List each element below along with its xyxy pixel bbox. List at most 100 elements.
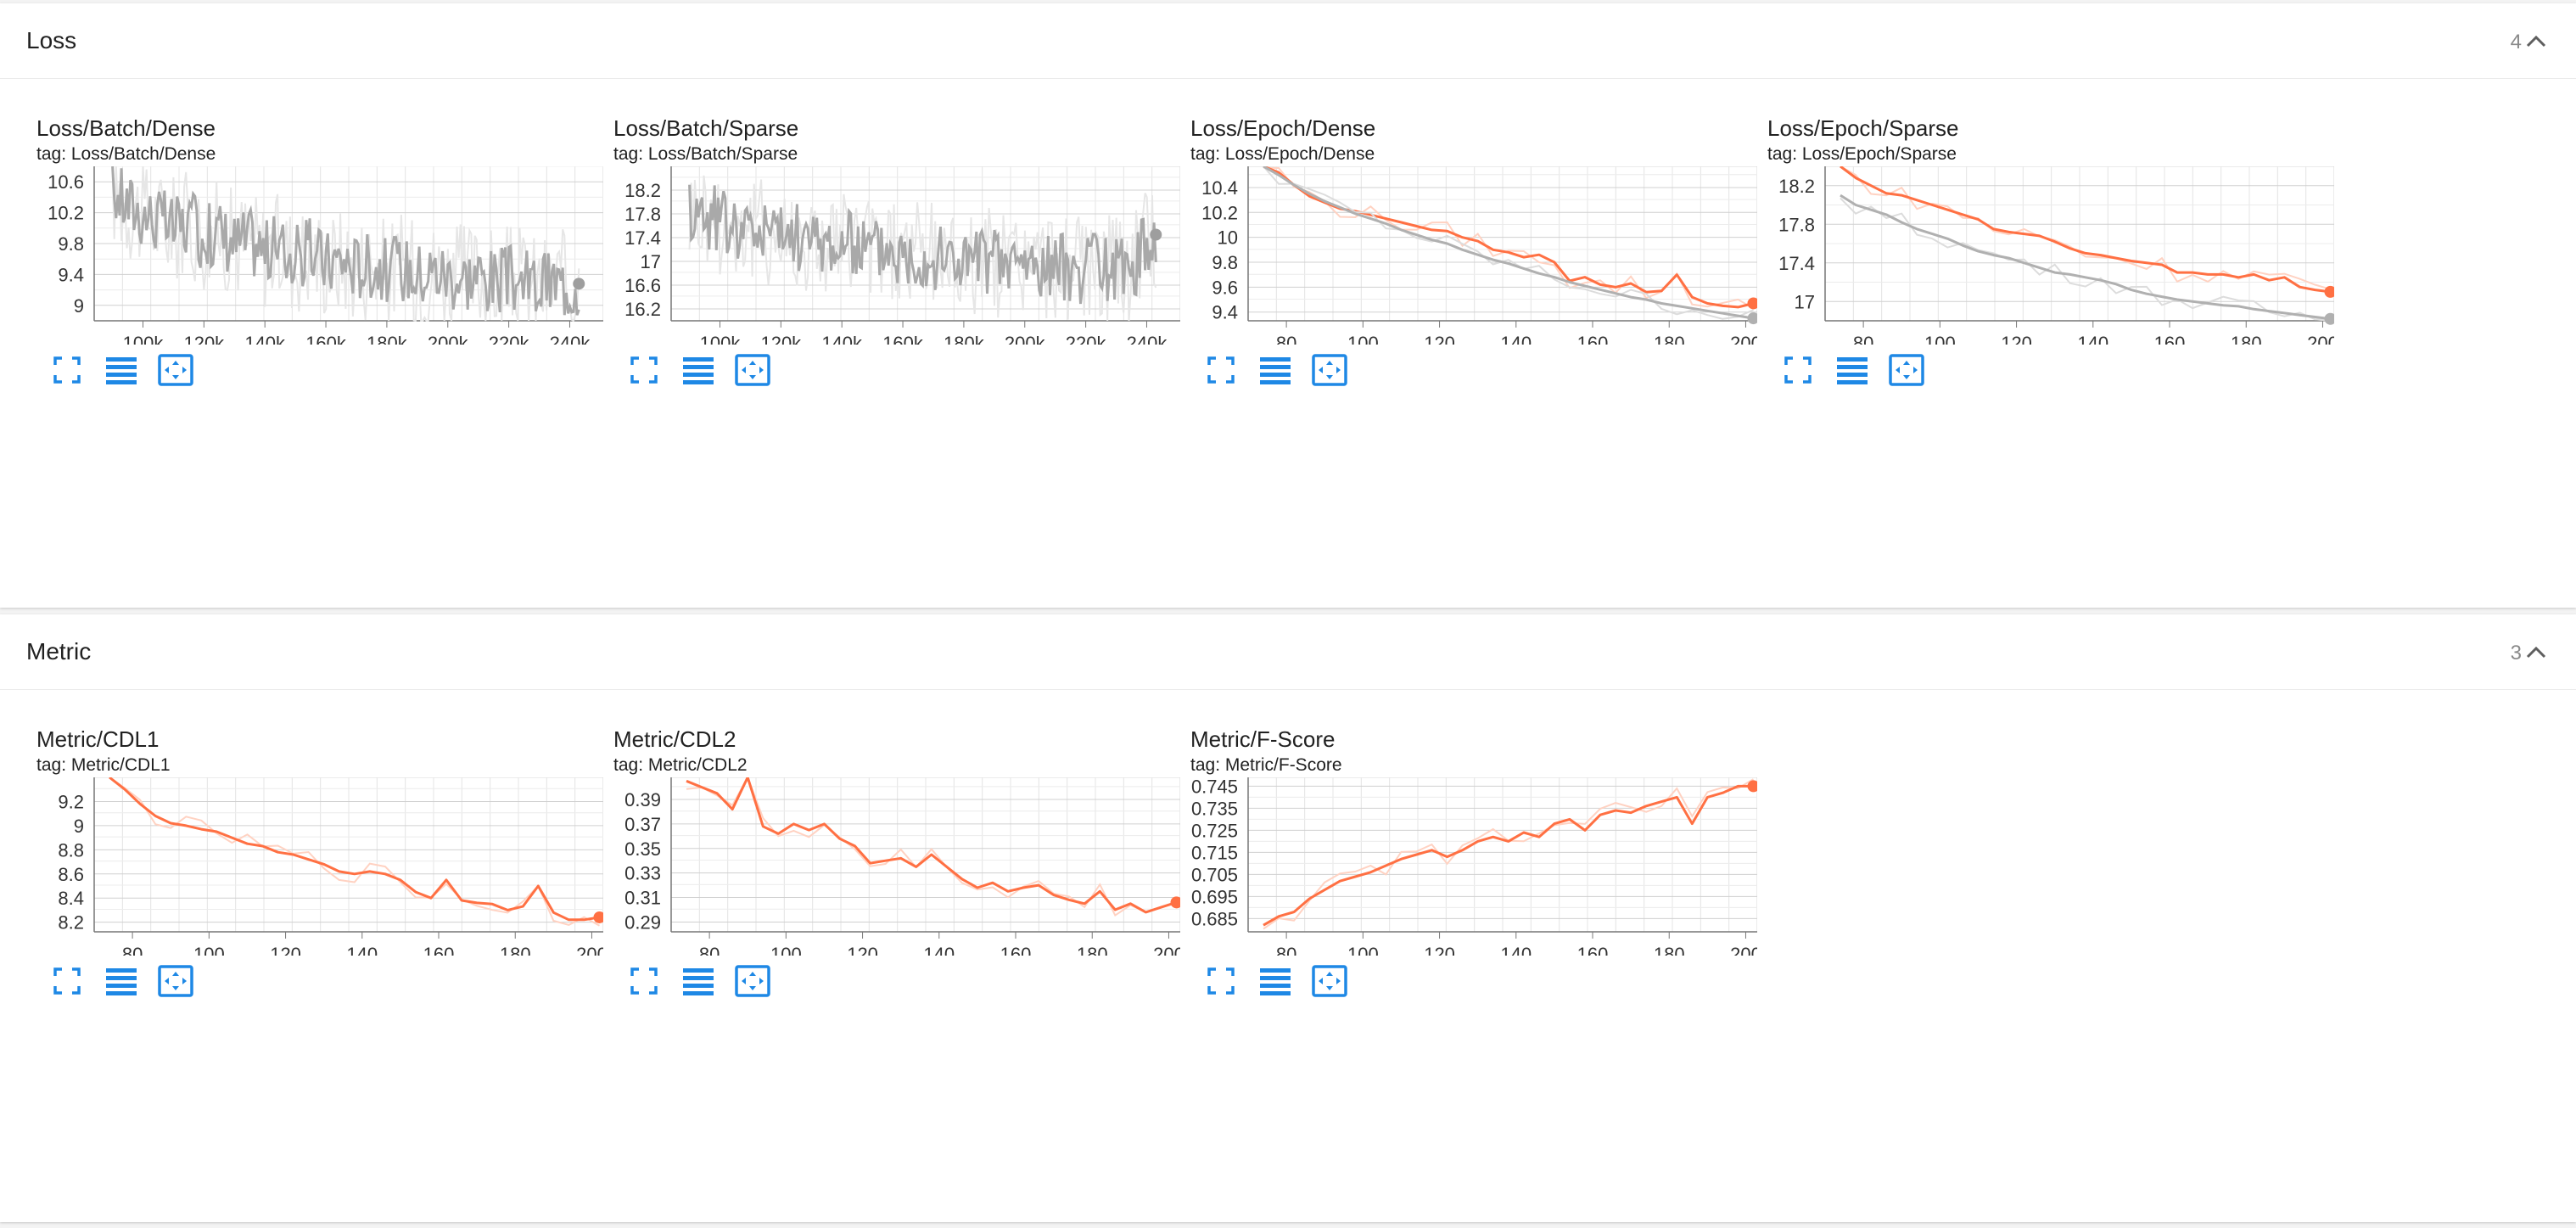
y-tick-label: 0.715: [1191, 842, 1238, 863]
y-tick-label: 18.2: [1778, 176, 1815, 197]
card-tag: tag: Loss/Epoch/Dense: [1190, 144, 1375, 164]
x-tick-label: 140: [1500, 333, 1532, 345]
series-end-dot: [2324, 312, 2334, 325]
chart[interactable]: 0.39 0.37 0.35 0.33 0.310.29 80 100 120 140 160 18…: [603, 777, 1180, 956]
fullscreen-icon[interactable]: [48, 962, 86, 1000]
list-icon[interactable]: [680, 351, 717, 389]
y-tick-label: 17.4: [1778, 253, 1815, 274]
y-tick-label: 10.4: [1201, 177, 1238, 199]
fit-domain-icon[interactable]: [1311, 351, 1348, 389]
x-tick-label: 200: [1730, 333, 1757, 345]
x-tick-label: 200: [1730, 944, 1757, 956]
x-tick-label: 220k: [1066, 333, 1107, 345]
y-tick-label: 9: [74, 816, 84, 837]
chevron-up-icon[interactable]: [2525, 643, 2547, 660]
y-tick-label: 0.31: [624, 888, 661, 909]
fullscreen-icon[interactable]: [1202, 351, 1240, 389]
fullscreen-icon[interactable]: [625, 962, 663, 1000]
y-tick-label: 17.4: [624, 227, 661, 249]
chart[interactable]: 10.4 10.2 10 9.8 9.6 9.4 80 100 120 140 160 180 200: [1180, 166, 1757, 345]
chart[interactable]: 10.6 10.2 9.8 9.4 9 100k 120k 140k 160k 180k 200k 2…: [26, 166, 603, 345]
x-tick-label: 140k: [821, 333, 863, 345]
x-tick-label: 120k: [183, 333, 225, 345]
y-tick-label: 8.4: [58, 888, 84, 909]
card-toolbar: [48, 962, 218, 1000]
fit-domain-icon[interactable]: [1888, 351, 1925, 389]
fit-domain-icon[interactable]: [157, 962, 194, 1000]
card-toolbar: [1779, 351, 1949, 389]
x-tick-label: 180: [1077, 944, 1108, 956]
y-tick-label: 9: [74, 295, 84, 317]
list-icon[interactable]: [1834, 351, 1871, 389]
y-tick-label: 0.695: [1191, 886, 1238, 907]
series-line: [1263, 166, 1754, 320]
group-header-metric[interactable]: Metric 3: [0, 614, 2576, 690]
y-tick-label: 10: [1218, 227, 1238, 249]
x-tick-label: 80: [122, 944, 143, 956]
card-metric-cdl1: Metric/CDL1 tag: Metric/CDL1 9.2 9 8.8 8.6 8…: [26, 726, 603, 997]
list-icon[interactable]: [1257, 962, 1294, 1000]
y-tick-label: 0.33: [624, 863, 661, 884]
x-tick-label: 120: [2001, 333, 2032, 345]
series-end-dot: [1150, 228, 1162, 241]
x-tick-label: 120: [270, 944, 301, 956]
card-tag: tag: Metric/CDL2: [613, 755, 748, 775]
x-tick-label: 180: [1654, 944, 1685, 956]
fullscreen-icon[interactable]: [625, 351, 663, 389]
card-title: Loss/Batch/Sparse: [613, 115, 799, 141]
list-icon[interactable]: [680, 962, 717, 1000]
chevron-up-icon[interactable]: [2525, 32, 2547, 49]
chart[interactable]: 9.2 98.8 8.6 8.4 8.2 80 100 120 140 160 180 200: [26, 777, 603, 956]
card-tag: tag: Metric/CDL1: [36, 755, 171, 775]
fit-domain-icon[interactable]: [734, 962, 771, 1000]
x-tick-label: 100k: [700, 333, 742, 345]
x-tick-label: 200k: [428, 333, 469, 345]
fullscreen-icon[interactable]: [1202, 962, 1240, 1000]
x-tick-label: 80: [1276, 944, 1296, 956]
card-tag: tag: Metric/F-Score: [1190, 755, 1342, 775]
y-tick-label: 9.4: [1212, 302, 1238, 323]
y-tick-label: 0.685: [1191, 908, 1238, 929]
fullscreen-icon[interactable]: [1779, 351, 1817, 389]
y-tick-label: 8.6: [58, 864, 84, 885]
x-tick-label: 80: [1276, 333, 1296, 345]
y-tick-label: 0.735: [1191, 798, 1238, 819]
x-tick-label: 160: [1577, 333, 1609, 345]
x-tick-label: 140: [1500, 944, 1532, 956]
fit-domain-icon[interactable]: [157, 351, 194, 389]
series-line: [1263, 784, 1754, 927]
fullscreen-icon[interactable]: [48, 351, 86, 389]
y-tick-label: 17: [1795, 291, 1815, 312]
chart[interactable]: 18.2 17.817.417 16.6 16.2 100k 120k 140k 160k 18…: [603, 166, 1180, 345]
list-icon[interactable]: [103, 351, 140, 389]
list-icon[interactable]: [103, 962, 140, 1000]
raw-series-line: [688, 175, 1157, 322]
x-tick-label: 200: [576, 944, 603, 956]
series-end-dot: [593, 911, 603, 923]
x-tick-label: 160: [2154, 333, 2186, 345]
x-tick-label: 120: [847, 944, 878, 956]
fit-domain-icon[interactable]: [1311, 962, 1348, 1000]
x-tick-label: 140k: [244, 333, 286, 345]
y-tick-label: 10.2: [1201, 202, 1238, 223]
x-tick-label: 160: [423, 944, 455, 956]
y-tick-label: 18.2: [624, 180, 661, 201]
group-header-loss[interactable]: Loss 4: [0, 3, 2576, 79]
x-tick-label: 140: [346, 944, 378, 956]
series-end-dot: [1170, 896, 1180, 909]
series-line: [686, 777, 1177, 914]
list-icon[interactable]: [1257, 351, 1294, 389]
y-tick-label: 8.8: [58, 839, 84, 861]
raw-series-line: [1840, 197, 2331, 322]
y-tick-label: 0.705: [1191, 864, 1238, 885]
card-loss-epoch-sparse: Loss/Epoch/Sparse tag: Loss/Epoch/Sparse…: [1757, 115, 2334, 386]
fit-domain-icon[interactable]: [734, 351, 771, 389]
card-tag: tag: Loss/Epoch/Sparse: [1767, 144, 1957, 164]
y-tick-label: 17: [641, 251, 661, 272]
x-tick-label: 120: [1424, 944, 1455, 956]
x-tick-label: 140: [2077, 333, 2108, 345]
raw-series-line: [1840, 166, 2331, 290]
x-tick-label: 100: [193, 944, 225, 956]
chart[interactable]: 18.2 17.8 17.4 17 80 100 120 140 160 180 200: [1757, 166, 2334, 345]
